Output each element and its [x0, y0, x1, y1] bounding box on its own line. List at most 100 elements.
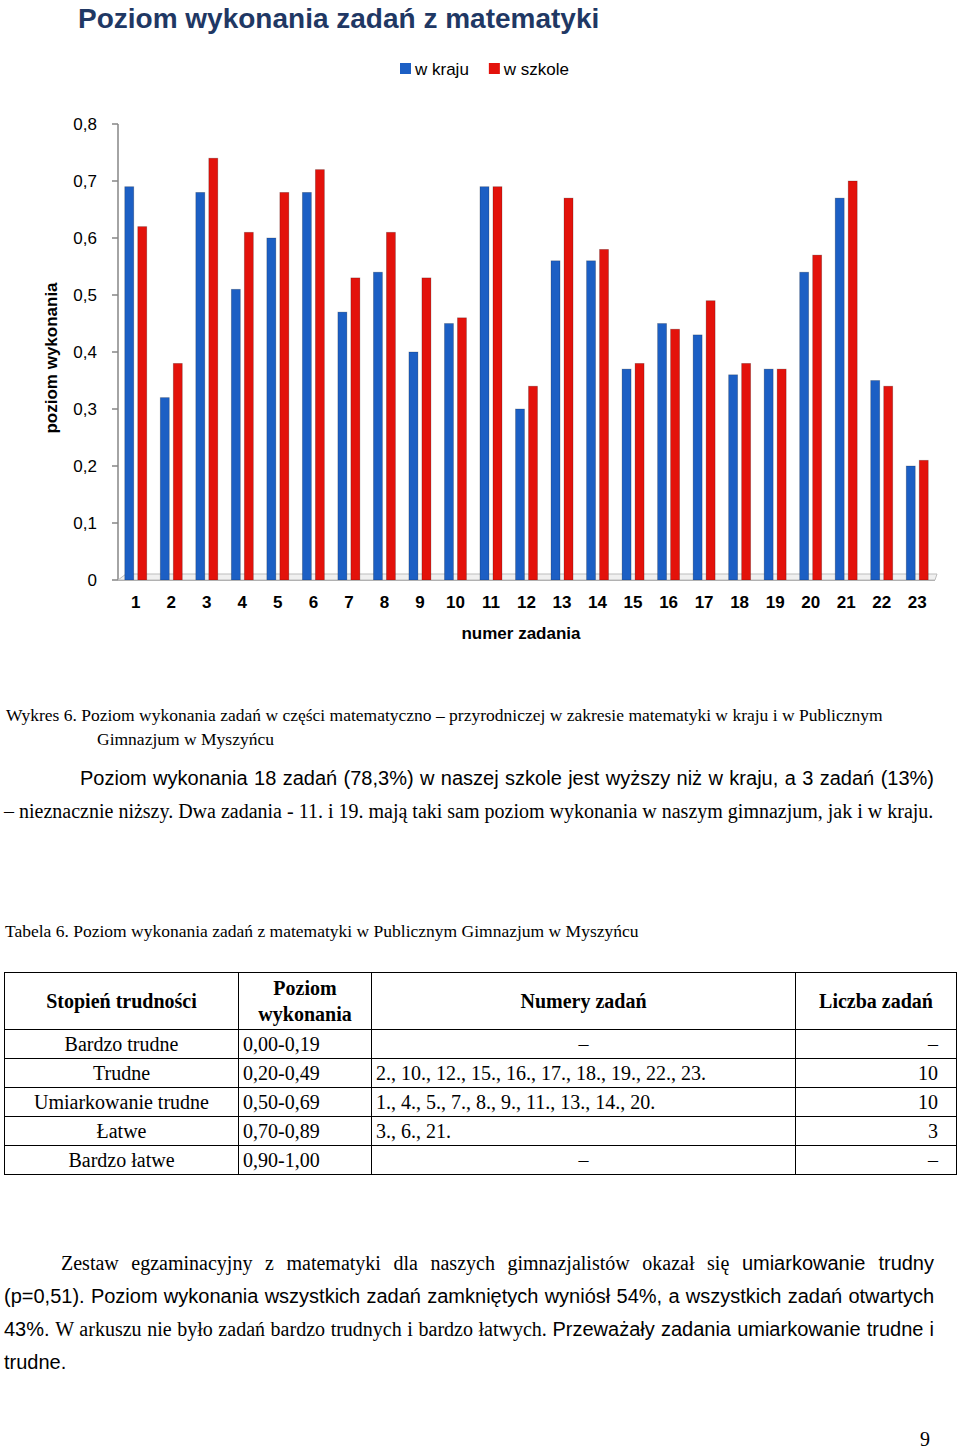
bar [706, 301, 715, 580]
text-segment: Zestaw egzaminacyjny z matematyki dla na… [61, 1252, 729, 1274]
x-tick-label: 8 [380, 593, 389, 612]
header-cell: Stopień trudności [5, 973, 239, 1030]
x-tick-label: 21 [837, 593, 856, 612]
bar [693, 335, 702, 580]
text-segment: Poziom wykonania 18 zadań (78,3%) w nasz… [80, 767, 934, 789]
table-row: Trudne0,20-0,492., 10., 12., 15., 16., 1… [5, 1059, 957, 1088]
x-axis-label: numer zadania [461, 624, 581, 643]
table-cell: – [372, 1146, 796, 1175]
legend-label: w kraju [414, 60, 469, 79]
bar [160, 398, 169, 580]
bar [173, 363, 182, 580]
table-cell: 3 [796, 1117, 957, 1146]
paragraph: Zestaw egzaminacyjny z matematyki dla na… [4, 1247, 934, 1379]
figure-caption: Wykres 6. Poziom wykonania zadań w częśc… [6, 703, 936, 751]
bar [231, 289, 240, 580]
bar [444, 324, 453, 581]
y-tick [112, 294, 118, 296]
x-tick-label: 7 [344, 593, 353, 612]
header-cell: Liczba zadań [796, 973, 957, 1030]
bar [600, 249, 609, 580]
table-cell: 10 [796, 1088, 957, 1117]
x-tick-label: 15 [624, 593, 643, 612]
table-cell: Umiarkowanie trudne [5, 1088, 239, 1117]
y-tick-label: 0 [88, 571, 97, 590]
bars [125, 158, 928, 580]
table-cell: – [796, 1030, 957, 1059]
bar [244, 232, 253, 580]
x-tick-label: 2 [167, 593, 176, 612]
table-cell: – [796, 1146, 957, 1175]
bar [813, 255, 822, 580]
bar [671, 329, 680, 580]
x-tick-label: 22 [872, 593, 891, 612]
table-cell: 0,70-0,89 [239, 1117, 372, 1146]
x-tick-label: 12 [517, 593, 536, 612]
bar [564, 198, 573, 580]
y-tick [112, 522, 118, 524]
y-tick-label: 0,7 [73, 172, 97, 191]
text-segment: W arkuszu nie było zadań bardzo trudnych… [55, 1318, 547, 1340]
paragraph: Poziom wykonania 18 zadań (78,3%) w nasz… [4, 762, 934, 828]
table-wrap: Stopień trudnościPoziom wykonaniaNumery … [4, 972, 957, 1175]
bar [302, 192, 311, 580]
bar [386, 232, 395, 580]
bar [422, 278, 431, 580]
y-tick [112, 180, 118, 182]
y-tick [112, 465, 118, 467]
y-tick [112, 123, 118, 125]
x-tick-label: 14 [588, 593, 607, 612]
y-tick-label: 0,3 [73, 400, 97, 419]
table-caption: Tabela 6. Poziom wykonania zadań z matem… [5, 919, 638, 943]
bar [884, 386, 893, 580]
x-tick-label: 6 [309, 593, 318, 612]
bar [635, 363, 644, 580]
chart: Poziom wykonania zadań z matematykiw kra… [0, 0, 960, 660]
x-tick-label: 13 [553, 593, 572, 612]
bar [551, 261, 560, 580]
table-cell: 3., 6., 21. [372, 1117, 796, 1146]
x-tick-label: 1 [131, 593, 140, 612]
y-tick-label: 0,6 [73, 229, 97, 248]
x-tick-label: 20 [801, 593, 820, 612]
legend-swatch [489, 63, 500, 74]
bar [764, 369, 773, 580]
table: Stopień trudnościPoziom wykonaniaNumery … [4, 972, 957, 1175]
bar [409, 352, 418, 580]
bar [373, 272, 382, 580]
bar [196, 192, 205, 580]
bar [800, 272, 809, 580]
y-tick-label: 0,1 [73, 514, 97, 533]
y-tick-label: 0,5 [73, 286, 97, 305]
bar [587, 261, 596, 580]
bar [871, 381, 880, 581]
x-tick-label: 18 [730, 593, 749, 612]
x-tick-label: 19 [766, 593, 785, 612]
table-row: Bardzo łatwe0,90-1,00–– [5, 1146, 957, 1175]
legend-swatch [400, 63, 411, 74]
x-tick-label: 23 [908, 593, 927, 612]
x-tick-label: 17 [695, 593, 714, 612]
table-header: Stopień trudnościPoziom wykonaniaNumery … [5, 973, 957, 1030]
table-cell: 0,20-0,49 [239, 1059, 372, 1088]
x-tick-label: 16 [659, 593, 678, 612]
y-axis-label: poziom wykonania [42, 282, 61, 434]
bar [267, 238, 276, 580]
bar [315, 170, 324, 580]
y-tick-label: 0,4 [73, 343, 97, 362]
x-tick-label: 10 [446, 593, 465, 612]
header-cell: Poziom wykonania [239, 973, 372, 1030]
y-tick [112, 351, 118, 353]
bar [516, 409, 525, 580]
bar [906, 466, 915, 580]
y-tick-label: 0,8 [73, 115, 97, 134]
bar [351, 278, 360, 580]
legend-label: w szkole [503, 60, 569, 79]
table-cell: 10 [796, 1059, 957, 1088]
table-cell: 0,50-0,69 [239, 1088, 372, 1117]
bar [138, 227, 147, 580]
text-segment: – nieznacznie niższy. Dwa zadania - 11. … [4, 800, 933, 822]
table-cell: 0,00-0,19 [239, 1030, 372, 1059]
table-cell: – [372, 1030, 796, 1059]
bar [529, 386, 538, 580]
